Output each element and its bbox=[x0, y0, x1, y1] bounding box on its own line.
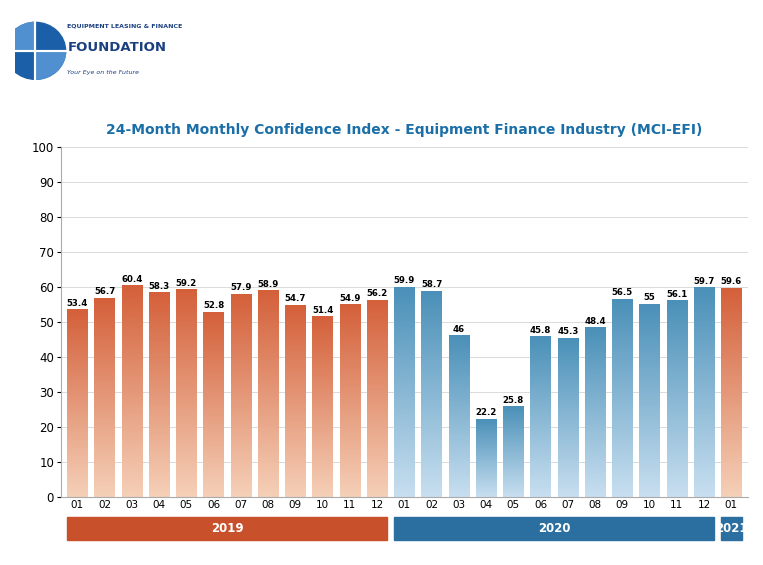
Text: 2021: 2021 bbox=[715, 521, 748, 535]
Wedge shape bbox=[5, 23, 35, 51]
Text: 60.4: 60.4 bbox=[121, 275, 143, 284]
Text: 59.7: 59.7 bbox=[694, 277, 715, 286]
Circle shape bbox=[5, 23, 66, 79]
Text: 56.5: 56.5 bbox=[612, 288, 633, 297]
Text: 58.9: 58.9 bbox=[258, 280, 278, 289]
Text: 59.9: 59.9 bbox=[394, 276, 415, 285]
Text: 59.6: 59.6 bbox=[721, 277, 742, 286]
Text: 56.7: 56.7 bbox=[94, 288, 115, 297]
Text: EQUIPMENT LEASING & FINANCE: EQUIPMENT LEASING & FINANCE bbox=[67, 24, 182, 29]
Text: 45.3: 45.3 bbox=[557, 327, 578, 336]
Text: 24-Month Monthly Confidence Index - Equipment Finance Industry (MCI-EFI): 24-Month Monthly Confidence Index - Equi… bbox=[106, 123, 703, 137]
Text: 57.9: 57.9 bbox=[230, 283, 252, 292]
Text: 58.7: 58.7 bbox=[421, 280, 443, 289]
Text: Your Eye on the Future: Your Eye on the Future bbox=[67, 70, 140, 75]
Text: 56.2: 56.2 bbox=[366, 289, 388, 298]
Text: FOUNDATION: FOUNDATION bbox=[67, 41, 166, 54]
Text: 2020: 2020 bbox=[538, 521, 571, 535]
Text: 55: 55 bbox=[644, 293, 655, 302]
Text: 51.4: 51.4 bbox=[312, 306, 333, 315]
Text: 58.3: 58.3 bbox=[149, 282, 169, 291]
Text: 56.1: 56.1 bbox=[666, 290, 687, 298]
Text: 48.4: 48.4 bbox=[584, 316, 606, 325]
Text: 59.2: 59.2 bbox=[175, 279, 197, 288]
Text: 52.8: 52.8 bbox=[203, 301, 224, 310]
Text: 45.8: 45.8 bbox=[530, 325, 552, 334]
Text: 22.2: 22.2 bbox=[475, 408, 497, 418]
Text: 2019: 2019 bbox=[211, 521, 243, 535]
Text: 54.9: 54.9 bbox=[340, 294, 361, 303]
Text: 25.8: 25.8 bbox=[503, 396, 524, 405]
Text: 53.4: 53.4 bbox=[66, 299, 88, 308]
Text: 46: 46 bbox=[452, 325, 465, 334]
Wedge shape bbox=[35, 51, 66, 79]
Text: 54.7: 54.7 bbox=[285, 294, 306, 303]
